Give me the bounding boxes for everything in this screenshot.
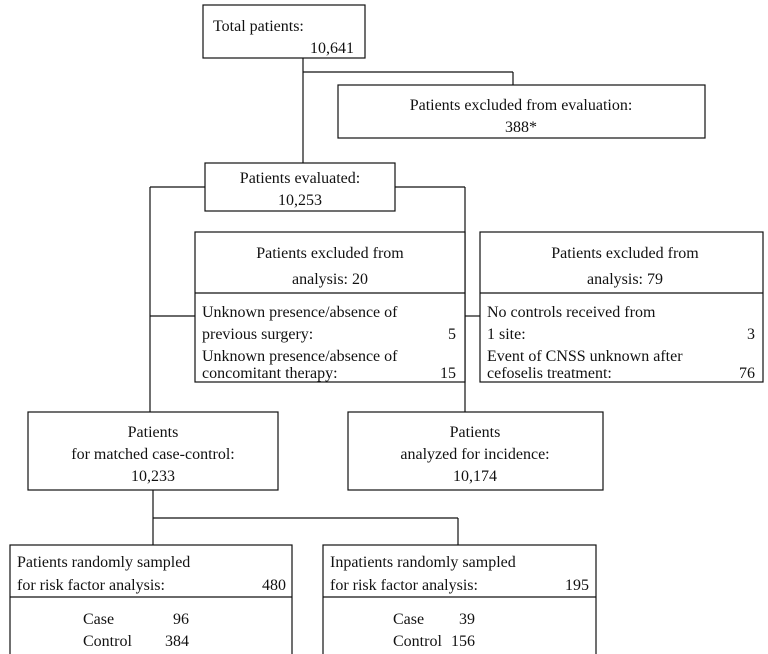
item: Event of CNSS unknown after bbox=[487, 348, 683, 365]
sampled-box bbox=[9, 544, 293, 654]
total-box bbox=[202, 4, 366, 59]
item: Unknown presence/absence of bbox=[202, 304, 398, 321]
count: 76 bbox=[739, 365, 755, 382]
count: 5 bbox=[448, 326, 456, 343]
count: 15 bbox=[440, 365, 456, 382]
count: 10,641 bbox=[310, 40, 354, 57]
title: Patients excluded from bbox=[551, 245, 699, 262]
count: 3 bbox=[747, 326, 755, 343]
item: No controls received from bbox=[487, 304, 656, 321]
label: for matched case-control: bbox=[71, 446, 234, 463]
row-count: 384 bbox=[165, 633, 189, 650]
item: cefoselis treatment: bbox=[487, 365, 612, 382]
row-label: Control bbox=[83, 633, 132, 650]
evaluated-box bbox=[204, 162, 396, 212]
matched-box bbox=[27, 411, 279, 491]
incidence-box bbox=[347, 411, 604, 491]
row-count: 96 bbox=[173, 611, 189, 628]
count: 10,174 bbox=[453, 468, 497, 485]
label: Total patients: bbox=[213, 18, 304, 35]
title: Patients excluded from bbox=[256, 245, 404, 262]
count: 10,233 bbox=[131, 468, 175, 485]
row-count: 156 bbox=[451, 633, 475, 650]
item: 1 site: bbox=[487, 326, 526, 343]
label: analyzed for incidence: bbox=[400, 446, 549, 463]
title: analysis: 20 bbox=[292, 271, 368, 288]
excluded-evaluation-box bbox=[337, 84, 706, 139]
connectors bbox=[149, 58, 514, 545]
row-label: Control bbox=[393, 633, 442, 650]
sampled-box bbox=[322, 544, 597, 654]
count: 388* bbox=[505, 119, 537, 136]
row-label: Case bbox=[393, 611, 424, 628]
count: 10,253 bbox=[278, 192, 322, 209]
title: Inpatients randomly sampled bbox=[330, 554, 516, 571]
excluded-analysis-box bbox=[194, 231, 466, 383]
title: for risk factor analysis: bbox=[17, 577, 165, 594]
label: Patients excluded from evaluation: bbox=[410, 97, 633, 114]
item: Unknown presence/absence of bbox=[202, 348, 398, 365]
title: Patients randomly sampled bbox=[17, 554, 190, 571]
excluded-analysis-box bbox=[479, 231, 764, 383]
count: 195 bbox=[565, 577, 589, 594]
title: analysis: 79 bbox=[587, 271, 663, 288]
item: concomitant therapy: bbox=[202, 365, 338, 382]
item: previous surgery: bbox=[202, 326, 313, 343]
label: Patients bbox=[128, 424, 179, 441]
row-label: Case bbox=[83, 611, 114, 628]
label: Patients evaluated: bbox=[240, 170, 360, 187]
count: 480 bbox=[262, 577, 286, 594]
label: Patients bbox=[450, 424, 501, 441]
row-count: 39 bbox=[459, 611, 475, 628]
title: for risk factor analysis: bbox=[330, 577, 478, 594]
